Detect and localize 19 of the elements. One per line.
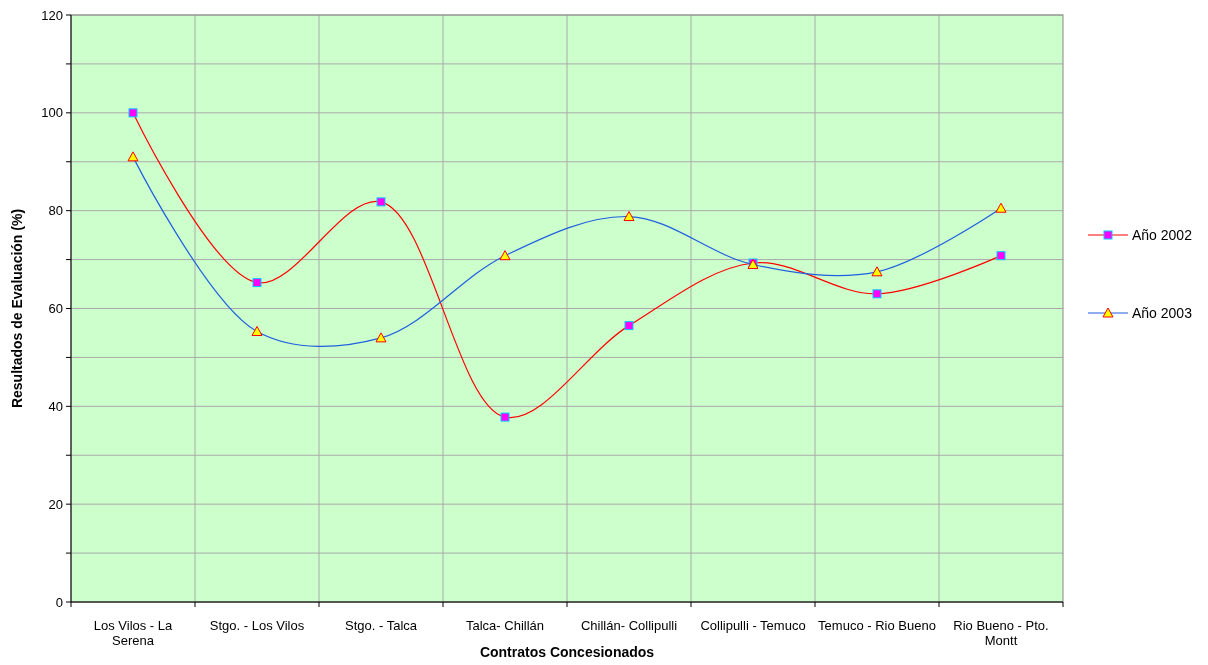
legend-label: Año 2003: [1132, 304, 1193, 321]
y-tick-label: 20: [48, 496, 63, 512]
x-tick-label: Stgo. - Talca: [344, 618, 418, 633]
x-tick-label: Talca- Chillán: [465, 618, 545, 633]
y-tick-label: 100: [41, 105, 63, 121]
y-tick-label: 60: [48, 301, 63, 317]
y-axis-title: Resultados de Evaluación (%): [9, 208, 25, 409]
y-tick-label: 40: [48, 398, 63, 414]
y-tick-label: 0: [55, 594, 63, 610]
x-tick-label: Chillán- Collipulli: [580, 618, 678, 633]
legend-label: Año 2002: [1132, 226, 1193, 243]
x-tick-label: Stgo. - Los Vilos: [209, 618, 305, 633]
y-tick-label: 120: [41, 7, 63, 23]
x-tick-label: Rio Bueno - Pto. Montt: [953, 618, 1049, 648]
x-tick-label: Collipulli - Temuco: [700, 618, 806, 633]
x-tick-label: Los Vilos - La Serena: [93, 618, 174, 648]
x-axis-title: Contratos Concesionados: [479, 644, 655, 660]
x-tick-label: Temuco - Rio Bueno: [818, 618, 936, 633]
y-tick-label: 80: [48, 203, 63, 219]
